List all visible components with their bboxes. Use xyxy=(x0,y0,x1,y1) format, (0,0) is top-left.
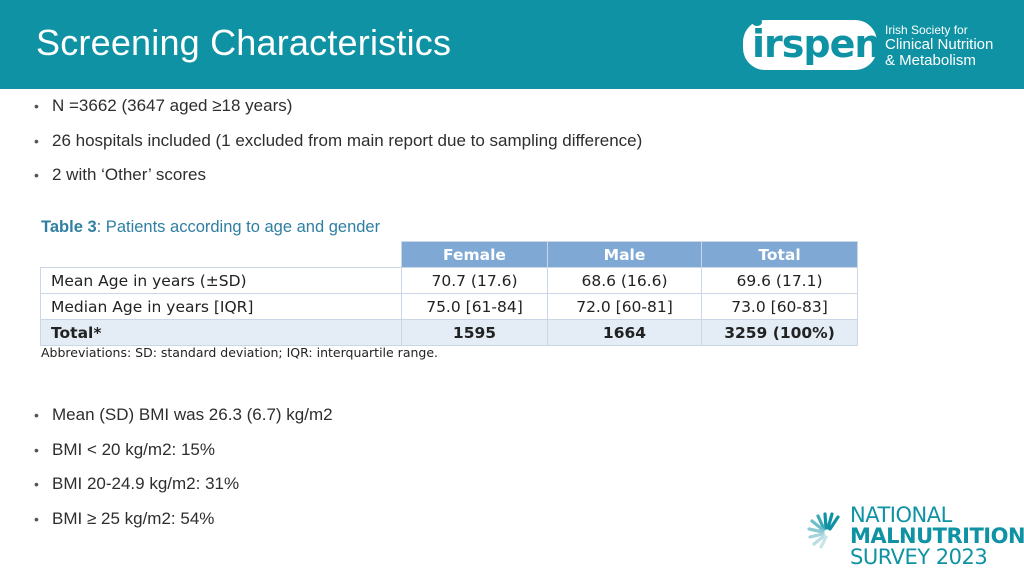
table-caption-text: : Patients according to age and gender xyxy=(96,218,381,236)
bullet-text: N =3662 (3647 aged ≥18 years) xyxy=(52,96,293,115)
table-row: Mean Age in years (±SD) 70.7 (17.6) 68.6… xyxy=(40,267,858,294)
table-cell: 75.0 [61-84] xyxy=(401,293,548,320)
header-bar: Screening Characteristics irspen Irish S… xyxy=(0,0,1024,89)
bmi-bullet-list: • Mean (SD) BMI was 26.3 (6.7) kg/m2 • BMI… xyxy=(32,405,333,543)
bullet-item: • N =3662 (3647 aged ≥18 years) xyxy=(32,96,642,131)
bullet-text: Mean (SD) BMI was 26.3 (6.7) kg/m2 xyxy=(52,405,333,424)
table-cell: 1664 xyxy=(547,319,702,346)
bullet-item: • 26 hospitals included (1 excluded from … xyxy=(32,131,642,166)
bullet-dot-icon: • xyxy=(34,441,39,458)
bullet-item: • Mean (SD) BMI was 26.3 (6.7) kg/m2 xyxy=(32,405,333,440)
national-malnutrition-survey-logo: NATIONAL MALNUTRITION SURVEY 2023 xyxy=(806,505,1024,571)
irspen-logo-line1: Irish Society for xyxy=(885,23,968,37)
table-cell: 72.0 [60-81] xyxy=(547,293,702,320)
table-cell: 3259 (100%) xyxy=(701,319,858,346)
table-row-label: Median Age in years [IQR] xyxy=(40,293,402,320)
table-row: Median Age in years [IQR] 75.0 [61-84] 7… xyxy=(40,293,858,320)
sunburst-icon xyxy=(807,512,840,549)
bullet-item: • BMI ≥ 25 kg/m2: 54% xyxy=(32,509,333,544)
droplet-icon xyxy=(752,14,762,26)
bullet-text: BMI 20-24.9 kg/m2: 31% xyxy=(52,474,240,493)
bullet-text: BMI ≥ 25 kg/m2: 54% xyxy=(52,508,215,528)
table-cell: 70.7 (17.6) xyxy=(401,267,548,294)
table-header-cell: Female xyxy=(401,241,548,268)
bullet-text: 2 with ‘Other’ scores xyxy=(52,165,206,184)
bullet-dot-icon: • xyxy=(34,98,39,114)
irspen-logo-line3: & Metabolism xyxy=(885,52,976,69)
page-title: Screening Characteristics xyxy=(36,22,452,63)
bullet-text: BMI < 20 kg/m2: 15% xyxy=(52,439,215,459)
table-caption: Table 3: Patients according to age and g… xyxy=(41,218,380,237)
table-cell: 1595 xyxy=(401,319,548,346)
bullet-text: 26 hospitals included (1 excluded from m… xyxy=(52,130,643,150)
table-cell: 68.6 (16.6) xyxy=(547,267,702,294)
bullet-dot-icon: • xyxy=(34,476,39,492)
bullet-item: • BMI < 20 kg/m2: 15% xyxy=(32,440,333,475)
table-header-blank xyxy=(40,241,402,268)
bullet-dot-icon: • xyxy=(34,132,39,149)
table-header-row: Female Male Total xyxy=(40,241,858,268)
table-header-cell: Total xyxy=(701,241,858,268)
nms-logo-text: NATIONAL MALNUTRITION SURVEY 2023 xyxy=(850,505,1024,568)
table-row-label: Mean Age in years (±SD) xyxy=(40,267,402,294)
bullet-dot-icon: • xyxy=(34,167,39,183)
bullet-item: • 2 with ‘Other’ scores xyxy=(32,165,642,200)
nms-logo-line2: MALNUTRITION xyxy=(850,524,1024,548)
nms-logo-line3: SURVEY 2023 xyxy=(850,545,988,569)
table-cell: 69.6 (17.1) xyxy=(701,267,858,294)
table-total-row: Total* 1595 1664 3259 (100%) xyxy=(40,319,858,346)
bullet-dot-icon: • xyxy=(34,510,39,527)
irspen-wordmark: irspen xyxy=(752,22,881,66)
nms-logo-line1: NATIONAL xyxy=(850,503,952,527)
table-caption-label: Table 3 xyxy=(41,218,97,236)
bullet-item: • BMI 20-24.9 kg/m2: 31% xyxy=(32,474,333,509)
table-cell: 73.0 [60-83] xyxy=(701,293,858,320)
summary-bullet-list: • N =3662 (3647 aged ≥18 years) • 26 hospi… xyxy=(32,96,642,200)
table-row-label: Total* xyxy=(40,319,402,346)
irspen-logo: irspen Irish Society for Clinical Nutrit… xyxy=(743,14,1018,74)
table-header-cell: Male xyxy=(547,241,702,268)
table-abbreviations: Abbreviations: SD: standard deviation; I… xyxy=(41,345,438,360)
bullet-dot-icon: • xyxy=(34,407,39,423)
irspen-logo-text: Irish Society for Clinical Nutrition & M… xyxy=(885,24,993,69)
irspen-logo-badge: irspen xyxy=(743,14,881,70)
irspen-logo-line2: Clinical Nutrition xyxy=(885,36,994,53)
age-gender-table: Female Male Total Mean Age in years (±SD… xyxy=(40,241,858,346)
